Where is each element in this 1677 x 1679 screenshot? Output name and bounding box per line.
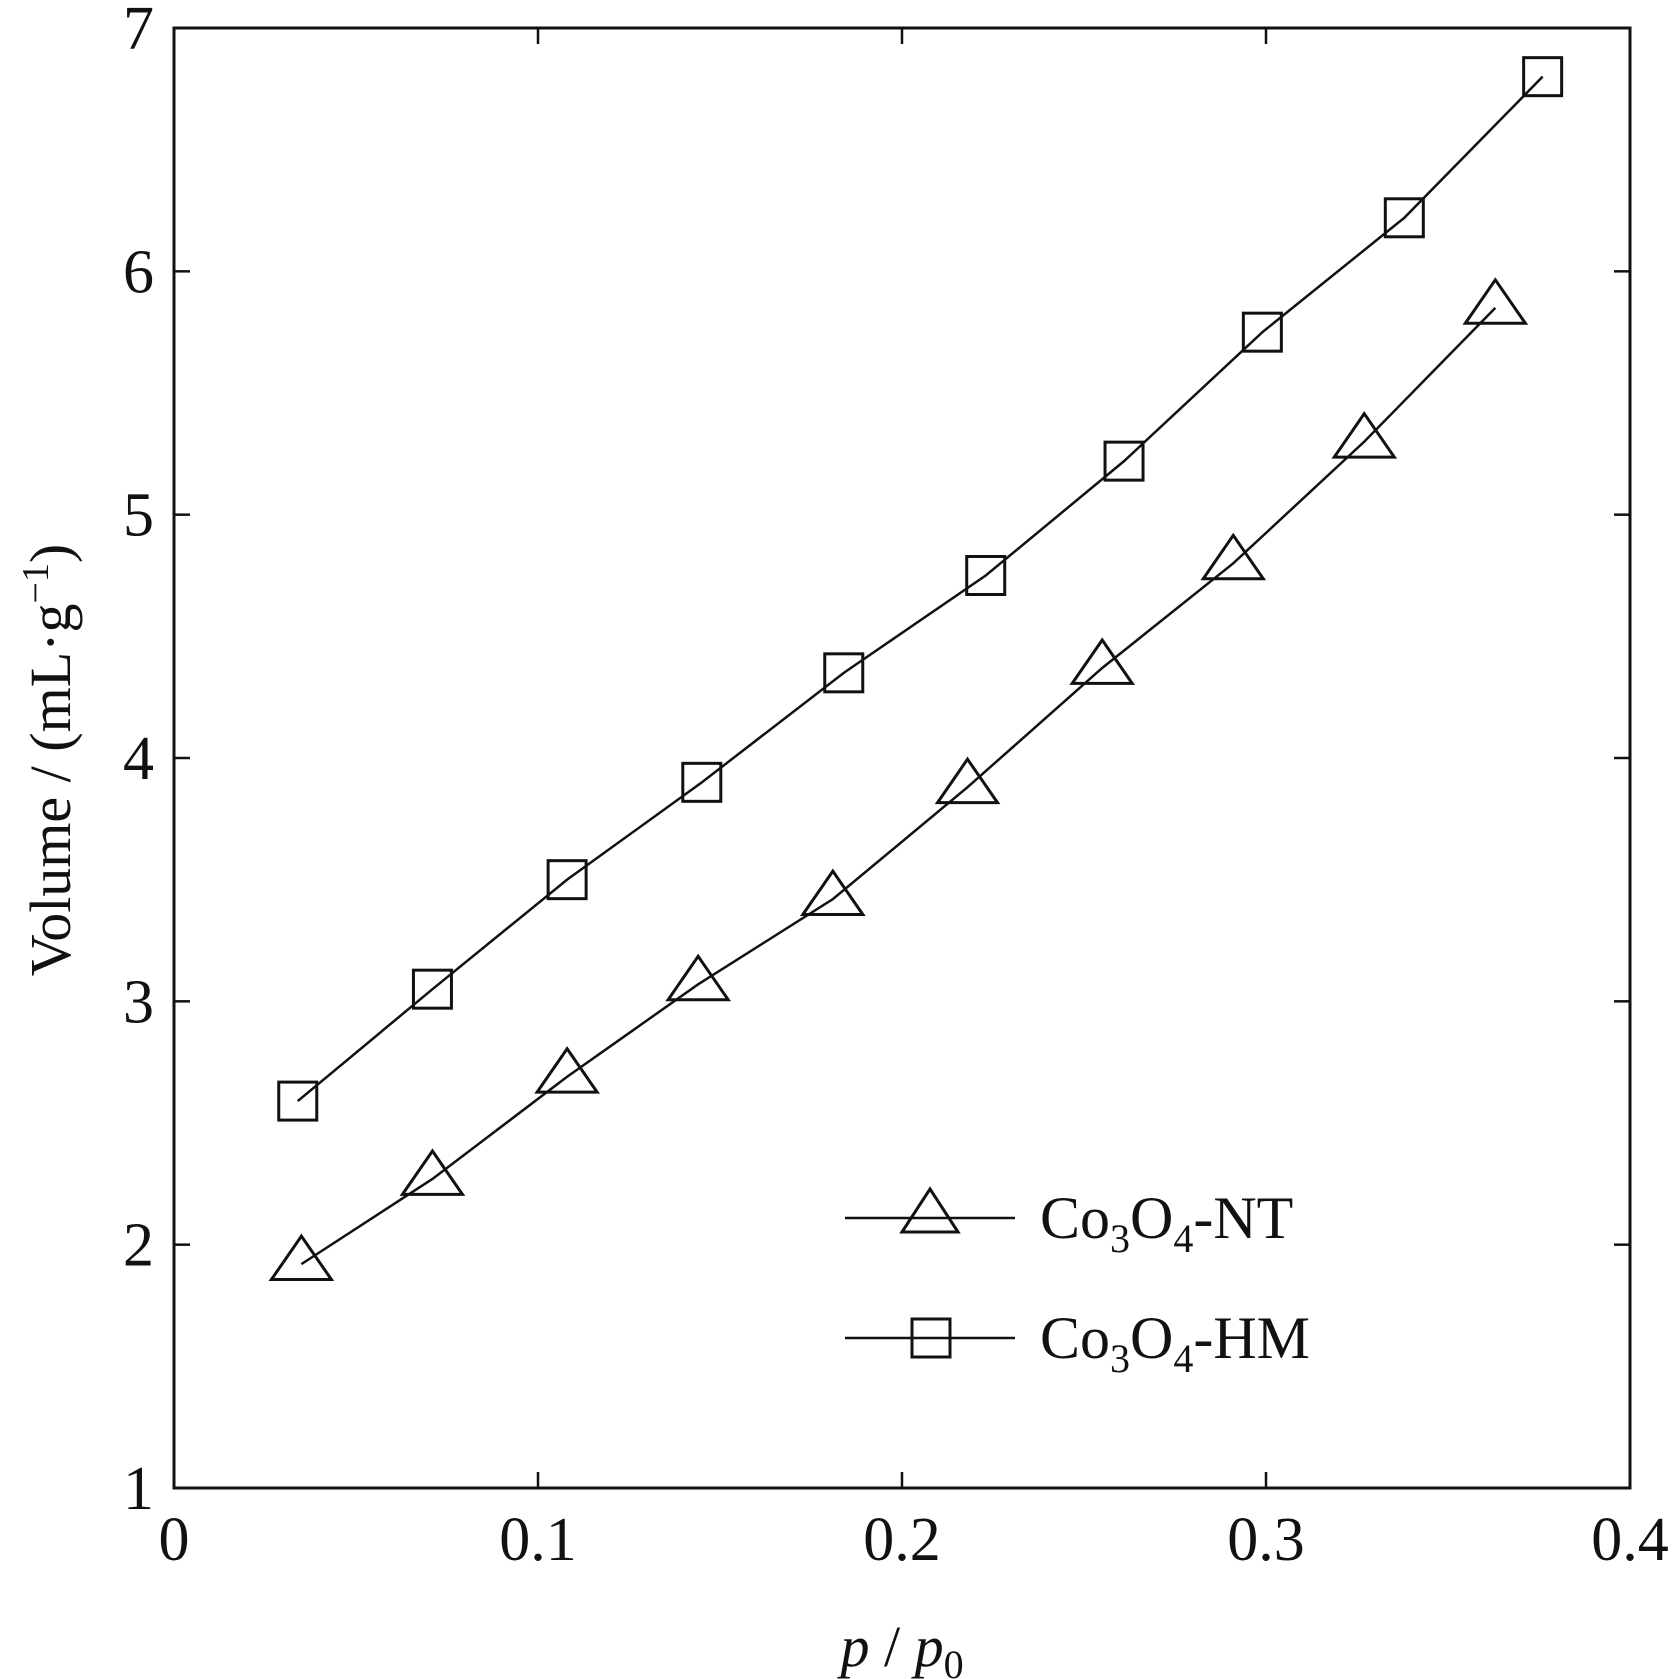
legend-square-marker: [910, 1317, 952, 1359]
y-tick-label: 6: [123, 238, 154, 306]
data-point-square: [823, 652, 865, 694]
legend-nt-sub2: 4: [1173, 1216, 1193, 1261]
data-point-square: [546, 859, 588, 901]
x-axis-title: p / p0: [836, 1614, 963, 1679]
y-tick-label: 7: [123, 0, 154, 63]
y-axis-title: Volume / (mL·g−1): [15, 544, 83, 976]
legend-hm-sub2: 4: [1173, 1336, 1193, 1381]
data-point-triangle: [399, 1148, 466, 1196]
legend-nt-base: Co: [1040, 1185, 1110, 1251]
data-point-square: [277, 1080, 319, 1122]
x-axis-title-sub-base: p: [911, 1614, 944, 1679]
data-point-square: [681, 761, 723, 803]
legend-entry-nt: Co3O4-NT: [845, 1185, 1293, 1261]
x-axis-title-separator: /: [869, 1614, 914, 1679]
data-point-square: [1522, 56, 1564, 98]
data-point-square: [1241, 311, 1283, 353]
legend-hm-sub1: 3: [1110, 1336, 1130, 1381]
y-tick-label: 5: [123, 482, 154, 550]
x-axis-title-subscript: 0: [944, 1642, 964, 1679]
y-tick-label: 2: [123, 1212, 154, 1280]
series-line: [300, 306, 1497, 1266]
y-tick-label: 3: [123, 968, 154, 1036]
y-axis-title-suffix: ): [18, 544, 83, 563]
data-point-triangle: [268, 1233, 335, 1282]
x-tick-label: 0.1: [499, 1506, 577, 1574]
y-tick-label: 1: [123, 1455, 154, 1523]
data-point-triangle: [1200, 532, 1267, 581]
legend: Co3O4-NT Co3O4-HM: [845, 1185, 1310, 1381]
legend-triangle-marker: [899, 1186, 961, 1234]
x-tick-label: 0: [159, 1506, 190, 1574]
data-point-square: [1383, 197, 1425, 239]
data-point-square: [411, 968, 453, 1010]
data-point-triangle: [1069, 637, 1136, 685]
y-tick-label: 4: [123, 725, 154, 793]
x-tick-label: 0.4: [1591, 1506, 1669, 1574]
legend-hm-suffix: -HM: [1193, 1305, 1310, 1371]
series-line: [296, 75, 1544, 1103]
data-point-triangle: [799, 868, 866, 917]
data-point-triangle: [534, 1046, 600, 1094]
series-triangle: [268, 277, 1529, 1282]
x-axis-title-main: p: [836, 1614, 869, 1679]
axis-ticks: [172, 26, 1632, 1490]
data-point-triangle: [665, 953, 732, 1002]
data-point-triangle: [934, 756, 1001, 805]
legend-label-nt: Co3O4-NT: [1040, 1185, 1293, 1261]
legend-nt-sub1: 3: [1110, 1216, 1130, 1261]
data-point-triangle: [1331, 411, 1398, 459]
y-axis-title-superscript: −1: [15, 563, 57, 603]
series-square: [277, 56, 1564, 1122]
legend-hm-mid: O: [1130, 1305, 1173, 1371]
x-tick-label: 0.3: [1227, 1506, 1305, 1574]
legend-nt-mid: O: [1130, 1185, 1173, 1251]
plot-frame: [172, 26, 1632, 1490]
x-tick-label: 0.2: [863, 1506, 941, 1574]
data-point-square: [1103, 440, 1145, 482]
series-layer: [268, 56, 1564, 1282]
y-axis-title-prefix: Volume / (mL·g: [18, 604, 83, 977]
legend-label-hm: Co3O4-HM: [1040, 1305, 1310, 1381]
legend-nt-suffix: -NT: [1193, 1185, 1293, 1251]
legend-hm-base: Co: [1040, 1305, 1110, 1371]
legend-entry-hm: Co3O4-HM: [845, 1305, 1310, 1381]
data-point-triangle: [1462, 277, 1529, 325]
data-point-square: [965, 555, 1007, 596]
